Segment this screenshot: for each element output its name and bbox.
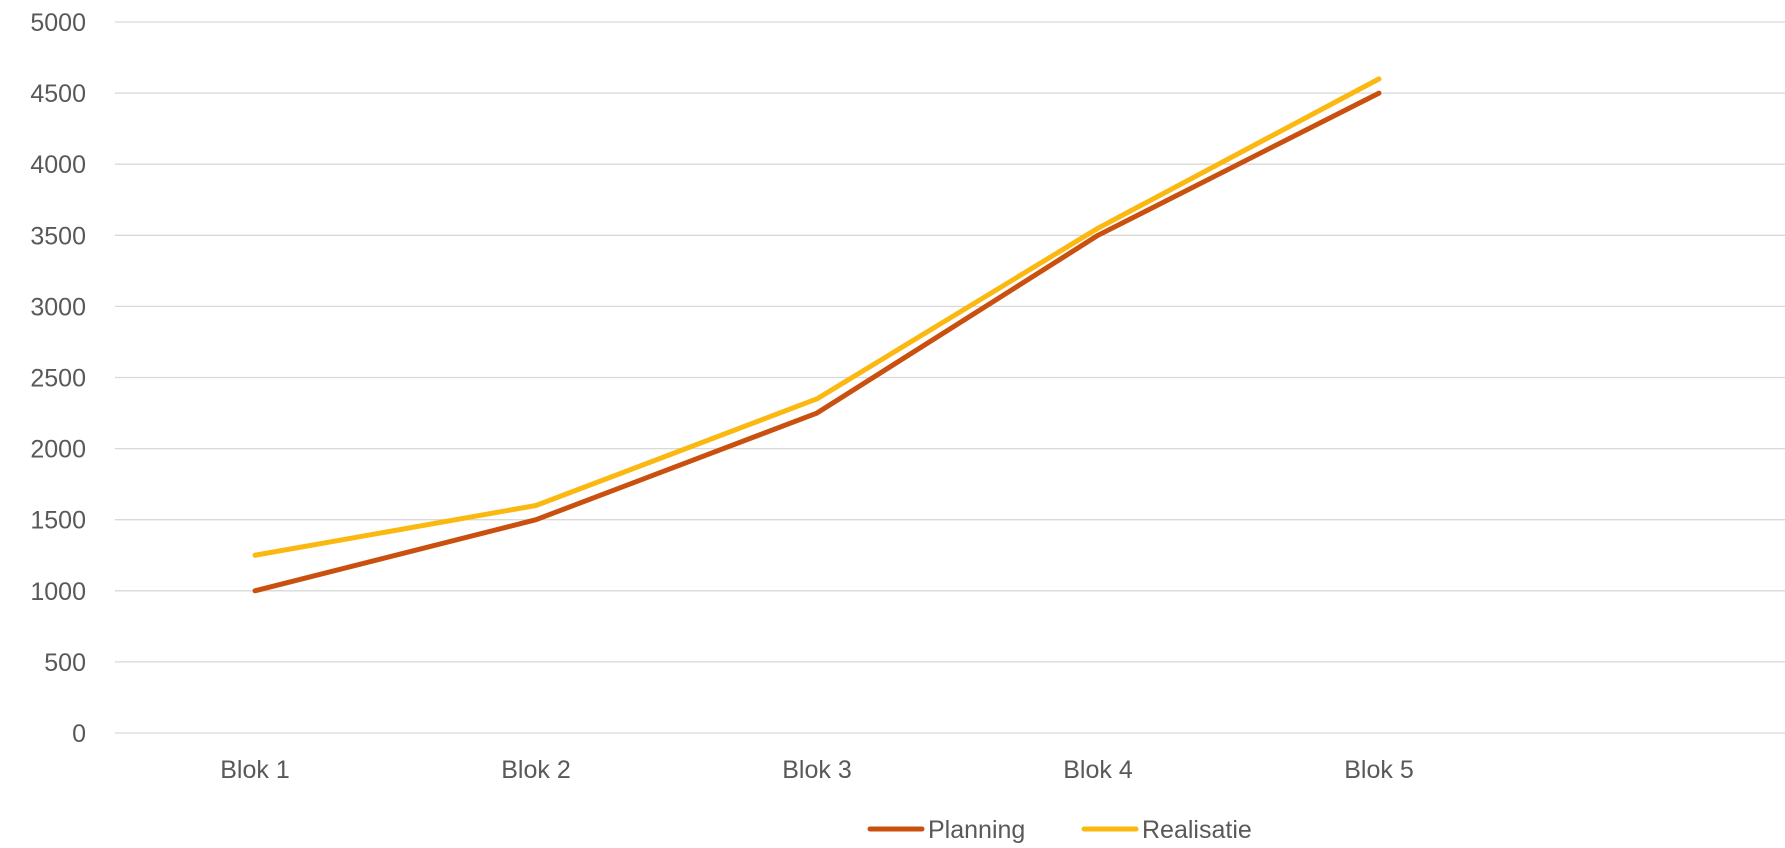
x-tick-label: Blok 3 bbox=[782, 756, 851, 784]
y-tick-label: 1500 bbox=[30, 507, 86, 535]
x-tick-label: Blok 2 bbox=[501, 756, 570, 784]
y-tick-label: 3500 bbox=[30, 222, 86, 250]
legend: Planning Realisatie bbox=[867, 816, 1252, 844]
y-tick-label: 4000 bbox=[30, 151, 86, 179]
y-tick-label: 2000 bbox=[30, 436, 86, 464]
y-tick-label: 3000 bbox=[30, 293, 86, 321]
y-tick-label: 1000 bbox=[30, 578, 86, 606]
y-tick-label: 5000 bbox=[30, 9, 86, 37]
x-tick-label: Blok 1 bbox=[220, 756, 289, 784]
y-tick-label: 500 bbox=[44, 649, 86, 677]
x-axis: Blok 1 Blok 2 Blok 3 Blok 4 Blok 5 bbox=[220, 756, 1413, 784]
y-tick-label: 0 bbox=[72, 720, 86, 748]
gridlines bbox=[115, 21, 1785, 734]
series-lines bbox=[252, 76, 1382, 594]
legend-label-planning: Planning bbox=[928, 816, 1025, 844]
series-line-realisatie bbox=[252, 76, 1382, 558]
y-tick-label: 4500 bbox=[30, 80, 86, 108]
x-tick-label: Blok 5 bbox=[1344, 756, 1413, 784]
y-axis: 0 500 1000 1500 2000 2500 3000 3500 4000 4500 5000 bbox=[30, 9, 86, 748]
x-tick-label: Blok 4 bbox=[1063, 756, 1133, 784]
legend-label-realisatie: Realisatie bbox=[1142, 816, 1252, 844]
y-tick-label: 2500 bbox=[30, 365, 86, 393]
